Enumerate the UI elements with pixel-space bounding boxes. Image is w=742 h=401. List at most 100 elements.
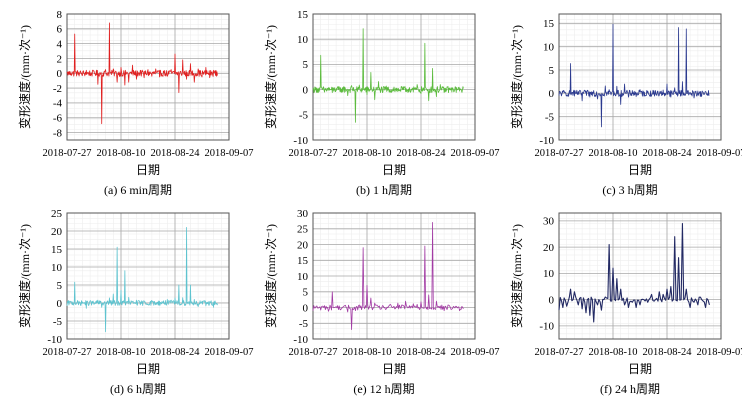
y-tick-label: 25 [51, 208, 63, 220]
x-axis-label: 日期 [382, 362, 406, 376]
y-axis-label: 变形速度/(mm·次⁻¹) [17, 25, 32, 129]
minor-grid [66, 13, 230, 141]
y-tick-label: 5 [303, 287, 309, 299]
x-tick-label: 2018-08-10 [589, 148, 638, 159]
y-tick-label: 10 [51, 262, 63, 274]
x-tick-label: 2018-07-27 [43, 148, 92, 159]
y-tick-label: -10 [293, 334, 308, 346]
x-tick-label: 2018-07-27 [289, 347, 338, 358]
chart-panel-1: -8 -6 -4 -2 0 2 4 6 8 2018-07-27 2018-08-10 2018-08… [17, 9, 254, 197]
series-line [558, 23, 710, 128]
x-tick-label: 2018-09-07 [205, 347, 254, 358]
y-tick-label: -10 [539, 321, 554, 333]
minor-grid [558, 212, 722, 340]
chart-panel-6: -10 0 10 20 30 2018-07-27 2018-08-10 2018-08-24… [509, 212, 742, 396]
x-tick-label: 2018-08-10 [343, 148, 392, 159]
y-tick-label: -5 [53, 316, 63, 328]
y-tick-label: 5 [549, 65, 555, 77]
plot-frame [312, 212, 476, 340]
y-tick-label: 2 [57, 53, 63, 65]
x-tick-label: 2018-08-24 [397, 347, 447, 358]
x-tick-label: 2018-09-07 [697, 347, 742, 358]
x-tick-label: 2018-09-07 [451, 347, 500, 358]
x-tick-label: 2018-09-07 [451, 148, 500, 159]
y-tick-label: 0 [57, 298, 63, 310]
y-tick-label: -2 [53, 83, 62, 95]
y-tick-label: 30 [543, 216, 555, 228]
y-tick-label: -5 [299, 318, 309, 330]
y-tick-label: 20 [51, 226, 63, 238]
y-tick-labels: -10 -5 0 5 10 15 20 25 30 [293, 208, 308, 346]
x-tick-label: 2018-07-27 [535, 148, 584, 159]
y-tick-label: 10 [297, 271, 309, 283]
y-tick-label: 4 [57, 38, 63, 50]
y-tick-label: 0 [57, 68, 63, 80]
x-axis-label: 日期 [136, 163, 160, 177]
y-tick-label: 8 [57, 9, 63, 21]
x-tick-label: 2018-08-10 [589, 347, 638, 358]
y-axis-label: 变形速度/(mm·次⁻¹) [509, 25, 524, 129]
y-tick-labels: -10 -5 0 5 10 15 20 25 [47, 208, 62, 346]
x-axis-label: 日期 [628, 163, 652, 177]
plot-frame [558, 212, 722, 340]
y-tick-label: 10 [297, 34, 309, 46]
x-tick-labels: 2018-07-27 2018-08-10 2018-08-24 2018-09-07 [535, 347, 742, 358]
panel-caption: (f) 24 h周期 [600, 382, 660, 396]
y-tick-label: -10 [539, 135, 554, 147]
chart-panel-3: -10 -5 0 5 10 15 2018-07-27 2018-08-10 2018-08-2… [509, 13, 742, 197]
plot-frame [66, 13, 230, 141]
y-axis-label: 变形速度/(mm·次⁻¹) [17, 224, 32, 328]
x-axis-label: 日期 [628, 362, 652, 376]
x-tick-labels: 2018-07-27 2018-08-10 2018-08-24 2018-09-07 [289, 148, 500, 159]
y-axis-label: 变形速度/(mm·次⁻¹) [509, 224, 524, 328]
y-tick-label: 10 [543, 268, 555, 280]
y-tick-label: -6 [53, 113, 63, 125]
x-tick-label: 2018-08-24 [643, 347, 693, 358]
y-tick-label: 5 [57, 280, 63, 292]
y-tick-label: 20 [297, 239, 309, 251]
series-line [558, 222, 710, 323]
y-tick-labels: -10 -5 0 5 10 15 [293, 9, 308, 147]
x-axis-label: 日期 [382, 163, 406, 177]
major-grid [312, 212, 476, 340]
panel-caption: (c) 3 h周期 [602, 183, 657, 197]
y-tick-label: 20 [543, 242, 555, 254]
y-tick-label: 15 [543, 18, 555, 30]
x-tick-labels: 2018-07-27 2018-08-10 2018-08-24 2018-09-07 [289, 347, 500, 358]
y-tick-label: 15 [297, 9, 309, 21]
y-axis-label: 变形速度/(mm·次⁻¹) [263, 25, 278, 129]
x-tick-label: 2018-08-24 [151, 148, 201, 159]
y-tick-label: -5 [545, 112, 555, 124]
minor-grid [66, 212, 230, 340]
panel-caption: (e) 12 h周期 [353, 382, 414, 396]
y-tick-labels: -8 -6 -4 -2 0 2 4 6 8 [53, 9, 63, 140]
plot-frame [66, 212, 230, 340]
y-tick-label: 6 [57, 24, 63, 36]
x-tick-labels: 2018-07-27 2018-08-10 2018-08-24 2018-09-07 [43, 148, 254, 159]
y-tick-label: -5 [299, 110, 309, 122]
panel-caption: (a) 6 min周期 [104, 183, 172, 197]
plot-frame [312, 13, 476, 141]
x-tick-label: 2018-08-24 [643, 148, 693, 159]
x-tick-label: 2018-08-24 [397, 148, 447, 159]
panel-caption: (b) 1 h周期 [356, 183, 412, 197]
series-line [312, 28, 464, 123]
x-tick-label: 2018-08-10 [343, 347, 392, 358]
y-tick-label: 30 [297, 208, 309, 220]
minor-grid [312, 13, 476, 141]
chart-panel-2: -10 -5 0 5 10 15 2018-07-27 2018-08-10 2018-08-2… [263, 9, 500, 197]
y-tick-label: 0 [303, 302, 309, 314]
series-line [312, 222, 464, 330]
x-tick-label: 2018-09-07 [697, 148, 742, 159]
panel-caption: (d) 6 h周期 [110, 382, 166, 396]
x-tick-label: 2018-07-27 [535, 347, 584, 358]
x-tick-label: 2018-08-24 [151, 347, 201, 358]
y-tick-labels: -10 0 10 20 30 [539, 216, 554, 333]
minor-grid [558, 13, 722, 141]
x-axis-label: 日期 [136, 362, 160, 376]
x-tick-labels: 2018-07-27 2018-08-10 2018-08-24 2018-09-07 [535, 148, 742, 159]
y-tick-label: 0 [549, 88, 555, 100]
